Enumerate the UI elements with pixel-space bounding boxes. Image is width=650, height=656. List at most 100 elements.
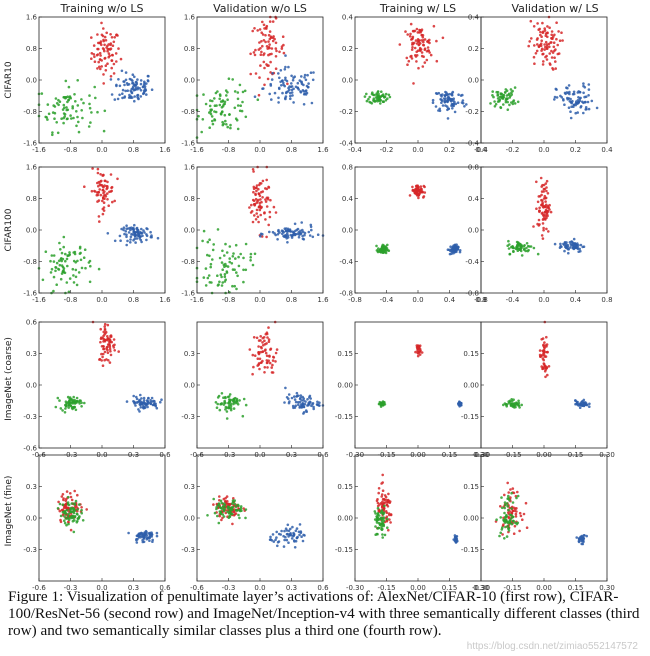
scatter-point	[45, 116, 48, 119]
scatter-point	[140, 397, 143, 400]
scatter-point	[553, 95, 557, 99]
scatter-point	[290, 91, 294, 94]
scatter-point	[57, 500, 60, 504]
scatter-point	[545, 216, 548, 220]
scatter-point	[284, 386, 287, 390]
scatter-point	[60, 251, 64, 255]
scatter-point	[386, 248, 389, 252]
scatter-point	[131, 73, 135, 76]
scatter-point	[89, 121, 92, 124]
scatter-point	[301, 539, 305, 543]
scatter-point	[211, 122, 215, 126]
scatter-point	[267, 33, 271, 37]
scatter-point	[261, 350, 264, 354]
y-tick-label: 0.15	[337, 483, 353, 491]
scatter-point	[296, 232, 299, 236]
plot-frame	[196, 16, 324, 144]
scatter-point	[448, 92, 452, 96]
scatter-point	[530, 37, 533, 40]
scatter-point	[255, 201, 259, 205]
scatter-point	[282, 545, 286, 548]
scatter-point	[414, 350, 417, 354]
scatter-point	[146, 400, 150, 404]
scatter-point	[536, 43, 539, 46]
scatter-point	[211, 99, 214, 103]
scatter-point	[239, 104, 242, 107]
x-tick-label: -0.4	[380, 296, 394, 304]
x-tick-label: -0.4	[506, 296, 520, 304]
scatter-point	[100, 21, 103, 25]
scatter-point	[66, 495, 70, 499]
scatter-point	[283, 84, 287, 88]
scatter-point	[379, 511, 383, 515]
scatter-point	[541, 63, 545, 66]
scatter-point	[108, 338, 112, 342]
scatter-point	[100, 352, 103, 356]
scatter-point	[118, 84, 122, 88]
scatter-point	[106, 47, 110, 51]
scatter-point	[209, 99, 212, 102]
scatter-point	[257, 198, 260, 202]
scatter-point	[99, 327, 102, 331]
scatter-point	[132, 394, 135, 398]
scatter-point	[66, 395, 70, 399]
scatter-point	[302, 533, 305, 537]
scatter-point	[267, 223, 271, 227]
scatter-point	[102, 334, 105, 338]
scatter-point	[376, 516, 379, 519]
y-tick-label: -0.2	[339, 108, 353, 116]
x-tick-label: -0.6	[32, 584, 46, 592]
scatter-point	[508, 96, 512, 99]
scatter-point	[139, 534, 142, 537]
scatter-point	[431, 101, 435, 104]
scatter-point	[386, 526, 389, 529]
scatter-point	[275, 348, 279, 351]
scatter-point	[386, 500, 390, 504]
scatter-point	[374, 525, 377, 528]
scatter-point	[302, 399, 305, 402]
scatter-point	[545, 179, 549, 183]
scatter-point	[220, 284, 224, 287]
scatter-point	[228, 245, 232, 248]
scatter-point	[422, 40, 425, 44]
scatter-point	[249, 52, 252, 56]
scatter-point	[54, 405, 58, 409]
scatter-point	[125, 233, 128, 236]
scatter-point	[507, 247, 511, 250]
scatter-point	[541, 337, 545, 340]
scatter-point	[85, 508, 88, 511]
scatter-point	[554, 60, 557, 63]
scatter-point	[88, 259, 92, 263]
x-tick-label: -0.3	[64, 584, 78, 592]
scatter-point	[441, 93, 444, 96]
scatter-point	[378, 248, 382, 252]
scatter-point	[489, 102, 492, 105]
scatter-point	[65, 257, 69, 261]
scatter-panel: -0.30 -0.15 0.00 0.15 0.300.150.00-0.15	[335, 454, 489, 592]
scatter-point	[493, 100, 496, 103]
scatter-point	[141, 534, 145, 537]
scatter-point	[417, 189, 420, 193]
scatter-point	[99, 54, 102, 57]
scatter-point	[410, 48, 414, 51]
scatter-point	[208, 104, 212, 108]
scatter-point	[260, 40, 263, 43]
scatter-point	[376, 527, 380, 530]
scatter-point	[236, 91, 240, 94]
scatter-point	[282, 43, 285, 47]
scatter-point	[257, 362, 261, 365]
scatter-point	[40, 92, 44, 95]
x-tick-label: 0.4	[570, 296, 582, 304]
scatter-point	[538, 206, 541, 210]
scatter-point	[238, 516, 241, 520]
scatter-point	[380, 517, 384, 521]
y-tick-label: -0.8	[181, 258, 195, 266]
scatter-point	[104, 195, 108, 198]
scatter-point	[423, 191, 427, 194]
scatter-point	[96, 167, 100, 171]
scatter-point	[510, 399, 514, 403]
scatter-point	[585, 403, 589, 407]
scatter-point	[388, 500, 392, 503]
scatter-point	[388, 518, 391, 521]
scatter-point	[260, 50, 263, 54]
